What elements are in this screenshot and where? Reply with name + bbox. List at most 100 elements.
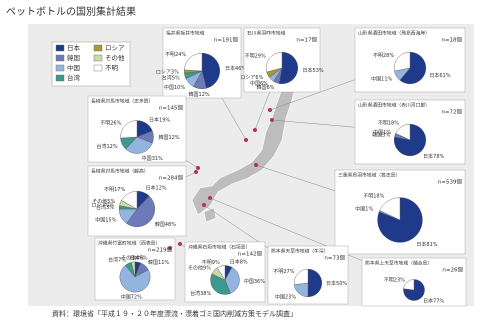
slice-label: 台湾7% [108, 256, 126, 263]
panel-title: 山形県酒田市地域（飛島西海岸） [358, 30, 430, 37]
panel-title: 山形県酒田市地域（赤川河口部） [358, 102, 430, 109]
slice-label: 不明24% [165, 52, 186, 58]
site-dot [253, 128, 257, 132]
slice-value-label: 27% [283, 269, 294, 275]
slice-value-label: 31% [152, 155, 163, 161]
pie-slice [403, 279, 415, 291]
slice-name: 韓国 [256, 84, 266, 91]
slice-label: 日本77% [423, 297, 444, 304]
slice-name: 日本 [130, 254, 140, 261]
legend-label: 韓国 [67, 53, 80, 62]
legend-swatch [55, 74, 65, 82]
slice-label: 台湾3% [96, 203, 114, 210]
slice-name: その他 [92, 198, 107, 205]
slice-name: 不明 [378, 120, 388, 126]
pie-slice [393, 123, 427, 156]
slice-value-label: 7% [118, 257, 126, 263]
slice-name: 中国 [164, 83, 174, 90]
slice-name: 不明 [363, 193, 373, 199]
slice-label: 日本19% [149, 116, 170, 123]
slice-label: 中国31% [142, 154, 163, 161]
slice-name: 不明 [100, 120, 110, 126]
panel-n: n=145個 [159, 104, 184, 112]
slice-label: 中国23% [275, 293, 296, 300]
slice-value-label: 12% [168, 135, 179, 141]
slice-name: 日本 [326, 280, 336, 287]
slice-name: 台湾 [108, 256, 118, 263]
legend-swatch [93, 54, 103, 62]
pie-slice [121, 190, 138, 210]
slice-label: 不明9% [202, 259, 220, 265]
slice-label: 不明26% [100, 120, 121, 126]
slice-value-label: 6% [260, 81, 268, 87]
slice-name: 不明 [384, 277, 394, 283]
slice-label: 韓国6% [256, 84, 274, 91]
slice-name: その他 [188, 264, 203, 271]
slice-value-label: 24% [175, 52, 186, 58]
slice-value-label: 8% [240, 259, 248, 265]
slice-name: 中国 [275, 293, 285, 300]
pie-slice [307, 268, 322, 298]
panel-title: 長崎県対馬市地域（志多賀） [91, 98, 153, 105]
panel-title: 長崎県対馬市地域（越高） [91, 168, 149, 175]
slice-name: 中国 [95, 216, 105, 223]
slice-label: 中国1% [373, 128, 391, 135]
slice-value-label: 12% [106, 144, 117, 150]
slice-name: その他 [121, 254, 136, 261]
slice-name: 韓国 [372, 131, 382, 138]
site-dot [244, 138, 248, 142]
slice-label: 日本50% [326, 280, 347, 287]
slice-name: 日本 [303, 66, 313, 73]
slice-value-label: 36% [254, 279, 265, 285]
slice-name: 中国 [244, 278, 254, 285]
slice-label: 韓国12% [158, 134, 179, 141]
slice-name: 中国 [250, 80, 260, 87]
site-dot [270, 118, 274, 122]
panel-title: 石川県羽咋市地域 [247, 30, 286, 37]
legend-label: その他 [105, 53, 125, 62]
slice-value-label: 10% [174, 84, 185, 90]
slice-name: 韓国 [189, 90, 199, 97]
slice-value-label: 4% [136, 255, 144, 261]
slice-label: 韓国12% [189, 90, 210, 97]
slice-value-label: 1% [365, 206, 373, 212]
slice-name: 日本 [423, 297, 433, 304]
slice-value-label: 72% [131, 294, 142, 300]
slice-label: 不明18% [363, 193, 384, 199]
slice-name: 日本 [423, 152, 433, 159]
slice-label: その他4% [121, 254, 144, 261]
title: ペットボトルの国別集計結果 [6, 5, 136, 18]
legend-box [51, 41, 131, 87]
site-dot [254, 163, 258, 167]
slice-label: ロシア0% [91, 202, 114, 208]
panel-n: n=73個 [324, 254, 345, 262]
slice-label: 中国72% [121, 293, 142, 300]
slice-name: ロシア [240, 74, 255, 80]
slice-name: 台湾 [190, 289, 200, 296]
slice-label: 不明17% [104, 187, 125, 193]
slice-name: 台湾 [96, 203, 106, 210]
slice-label: 日本12% [146, 184, 167, 191]
slice-value-label: 18% [388, 120, 399, 126]
slice-label: 日本8% [230, 258, 248, 265]
panel-n: n=191個 [214, 36, 239, 44]
slice-name: 中国 [373, 128, 383, 135]
slice-label: 台湾5% [162, 74, 180, 81]
slice-name: 台湾 [162, 74, 172, 81]
pie-slice [395, 123, 411, 141]
slice-value-label: 48% [165, 221, 176, 227]
slice-value-label: 23% [285, 294, 296, 300]
slice-name: 中国 [371, 75, 381, 82]
slice-name: 中国 [355, 205, 365, 212]
legend-label: ロシア [105, 44, 125, 52]
slice-name: ロシア [91, 202, 106, 208]
slice-name: 不明 [165, 52, 175, 58]
slice-value-label: 5% [172, 75, 180, 81]
legend-label: 台湾 [67, 73, 81, 82]
legend-label: 日本 [67, 43, 81, 52]
slice-name: 日本 [225, 65, 235, 72]
slice-label: 韓国3% [372, 131, 390, 138]
pie-slice [224, 267, 240, 294]
slice-label: 中国1% [355, 205, 373, 212]
